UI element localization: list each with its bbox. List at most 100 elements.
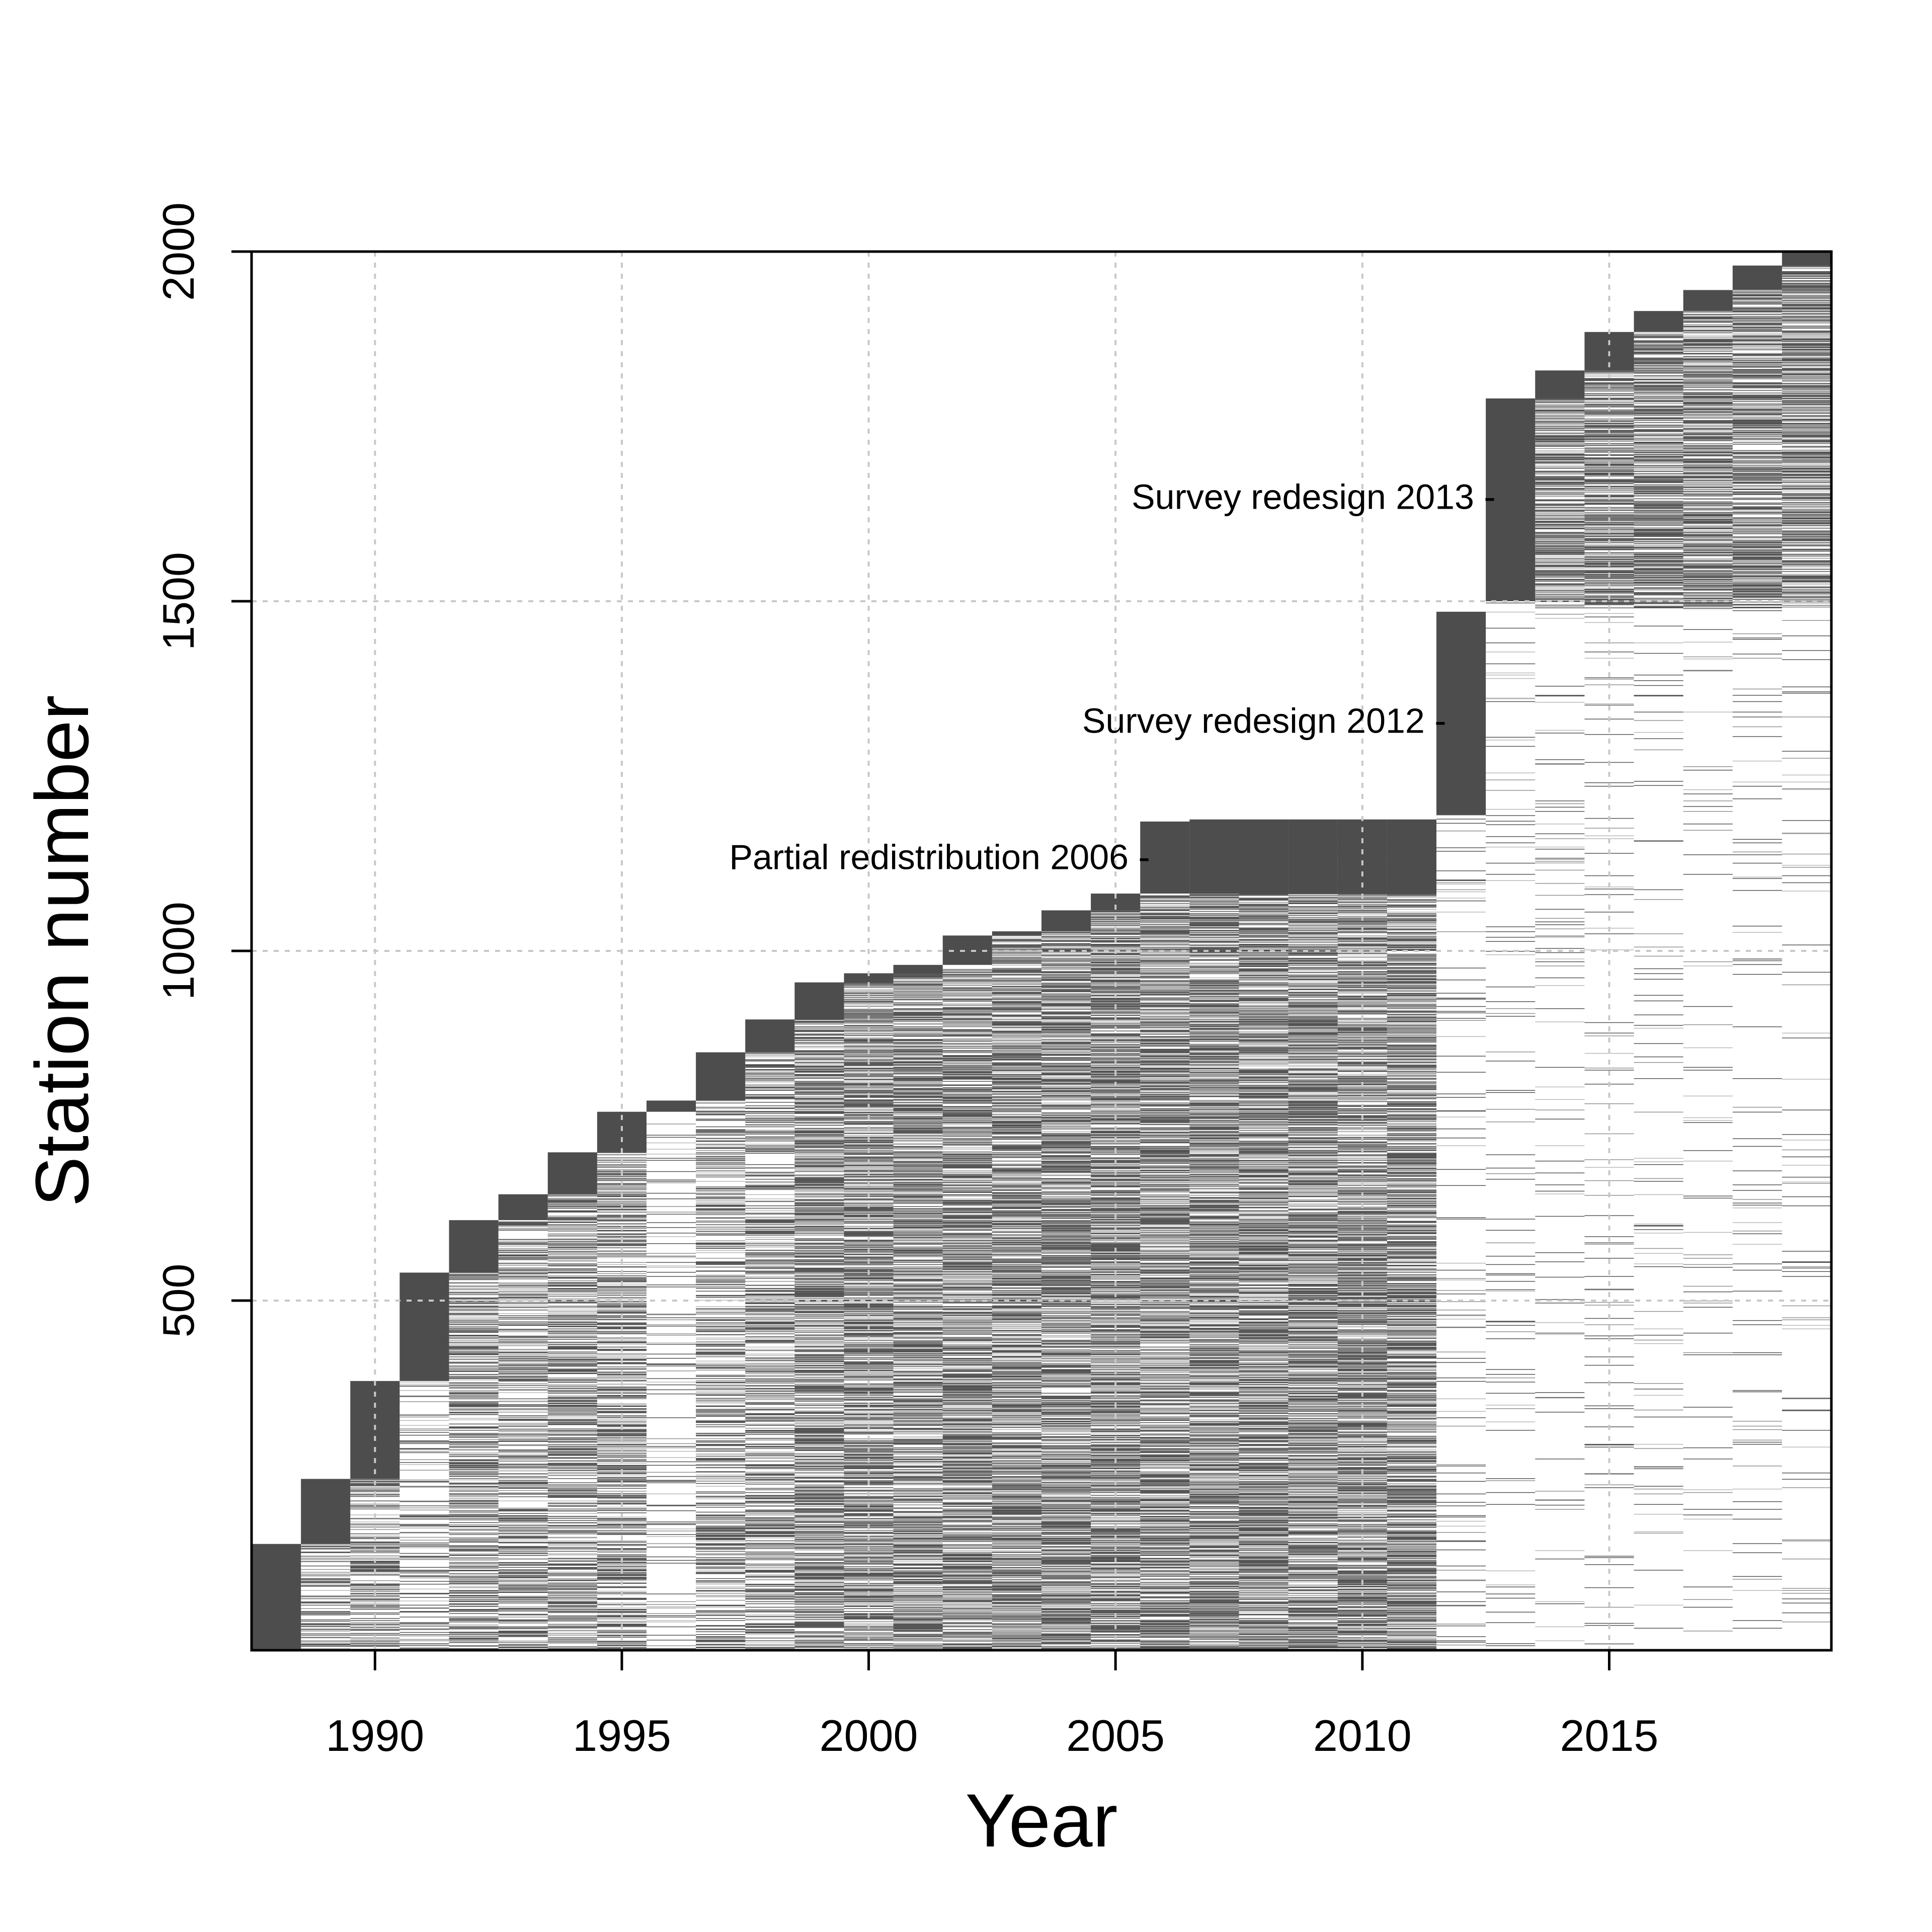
resampled-station-mark [844,1146,894,1147]
resampled-station-mark [745,1336,795,1337]
resampled-station-mark [745,1278,795,1279]
resampled-station-mark [449,1601,499,1602]
resampled-station-mark [745,1227,795,1228]
resampled-station-mark [942,1428,992,1429]
resampled-station-mark [449,1367,499,1369]
resampled-station-mark [449,1282,499,1283]
resampled-station-mark [844,1290,894,1291]
resampled-station-mark [844,1311,894,1312]
resampled-station-mark [498,1530,548,1531]
resampled-station-mark [893,999,943,1000]
resampled-station-mark [844,1487,894,1488]
resampled-station-mark [745,1473,795,1474]
resampled-station-mark [498,1426,548,1427]
resampled-station-mark [449,1474,499,1475]
resampled-station-mark [794,1645,844,1646]
resampled-station-mark [893,1089,943,1090]
resampled-station-mark [794,1166,844,1167]
resampled-station-mark [498,1589,548,1590]
resampled-station-mark [547,1401,597,1402]
resampled-station-mark [597,1342,647,1343]
resampled-station-mark [893,1186,943,1187]
resampled-station-mark [301,1585,351,1586]
resampled-station-mark [794,1592,844,1593]
resampled-station-mark [547,1530,597,1531]
resampled-station-mark [893,1173,943,1174]
resampled-station-mark [745,1252,795,1253]
resampled-station-mark [844,1490,894,1491]
resampled-station-mark [893,1040,943,1041]
resampled-station-mark [844,1168,894,1169]
resampled-station-mark [794,1589,844,1590]
resampled-station-mark [449,1558,499,1559]
resampled-station-mark [745,1291,795,1292]
resampled-station-mark [844,1299,894,1300]
resampled-station-mark [547,1627,597,1628]
resampled-station-mark [449,1286,499,1287]
resampled-station-mark [844,1280,894,1281]
resampled-station-mark [745,1498,795,1499]
resampled-station-mark [498,1222,548,1223]
resampled-station-mark [498,1636,548,1637]
resampled-station-mark [597,1453,647,1454]
resampled-station-mark [449,1313,499,1314]
resampled-station-mark [449,1388,499,1389]
resampled-station-mark [794,1033,844,1034]
resampled-station-mark [449,1600,499,1601]
resampled-station-mark [794,1263,844,1264]
resampled-station-mark [745,1492,795,1493]
resampled-station-mark [745,1186,795,1187]
resampled-station-mark [794,1534,844,1535]
resampled-station-mark [745,1623,795,1624]
resampled-station-mark [597,1410,647,1411]
resampled-station-mark [547,1306,597,1307]
resampled-station-mark [794,1488,844,1489]
resampled-station-mark [498,1647,548,1648]
resampled-station-mark [794,1245,844,1246]
resampled-station-mark [547,1224,597,1225]
resampled-station-mark [745,1632,795,1633]
resampled-station-mark [942,1643,992,1644]
resampled-station-mark [794,1580,844,1581]
resampled-station-mark [942,1589,992,1590]
resampled-station-mark [844,1420,894,1421]
resampled-station-mark [794,1059,844,1060]
resampled-station-mark [745,1307,795,1308]
resampled-station-mark [745,1150,795,1151]
resampled-station-mark [794,1287,844,1288]
resampled-station-mark [893,1611,943,1612]
resampled-station-mark [647,1443,696,1444]
resampled-station-mark [498,1404,548,1405]
resampled-station-mark [844,1510,894,1511]
resampled-station-mark [745,1144,795,1145]
resampled-station-mark [794,1326,844,1327]
resampled-station-mark [942,1605,992,1606]
resampled-station-mark [794,1287,844,1289]
resampled-station-mark [498,1365,548,1366]
resampled-station-mark [844,1413,894,1414]
resampled-station-mark [449,1530,499,1531]
resampled-station-mark [893,1082,943,1083]
resampled-station-mark [498,1450,548,1451]
resampled-station-mark [942,1599,992,1600]
resampled-station-mark [647,1257,696,1258]
resampled-station-mark [893,1526,943,1527]
resampled-station-mark [893,1167,943,1168]
resampled-station-mark [696,1308,746,1309]
resampled-station-mark [942,1519,992,1520]
resampled-station-mark [745,1232,795,1233]
resampled-station-mark [844,1421,894,1422]
resampled-station-mark [449,1490,499,1491]
resampled-station-mark [942,1442,992,1443]
resampled-station-mark [893,1057,943,1058]
resampled-station-mark [942,1593,992,1594]
resampled-station-mark [597,1598,647,1599]
resampled-station-mark [696,1227,746,1228]
resampled-station-mark [745,1176,795,1177]
resampled-station-mark [745,1557,795,1558]
resampled-station-mark [696,1451,746,1452]
resampled-station-mark [844,1399,894,1400]
resampled-station-mark [498,1510,548,1511]
resampled-station-mark [498,1392,548,1393]
resampled-station-mark [794,1593,844,1594]
